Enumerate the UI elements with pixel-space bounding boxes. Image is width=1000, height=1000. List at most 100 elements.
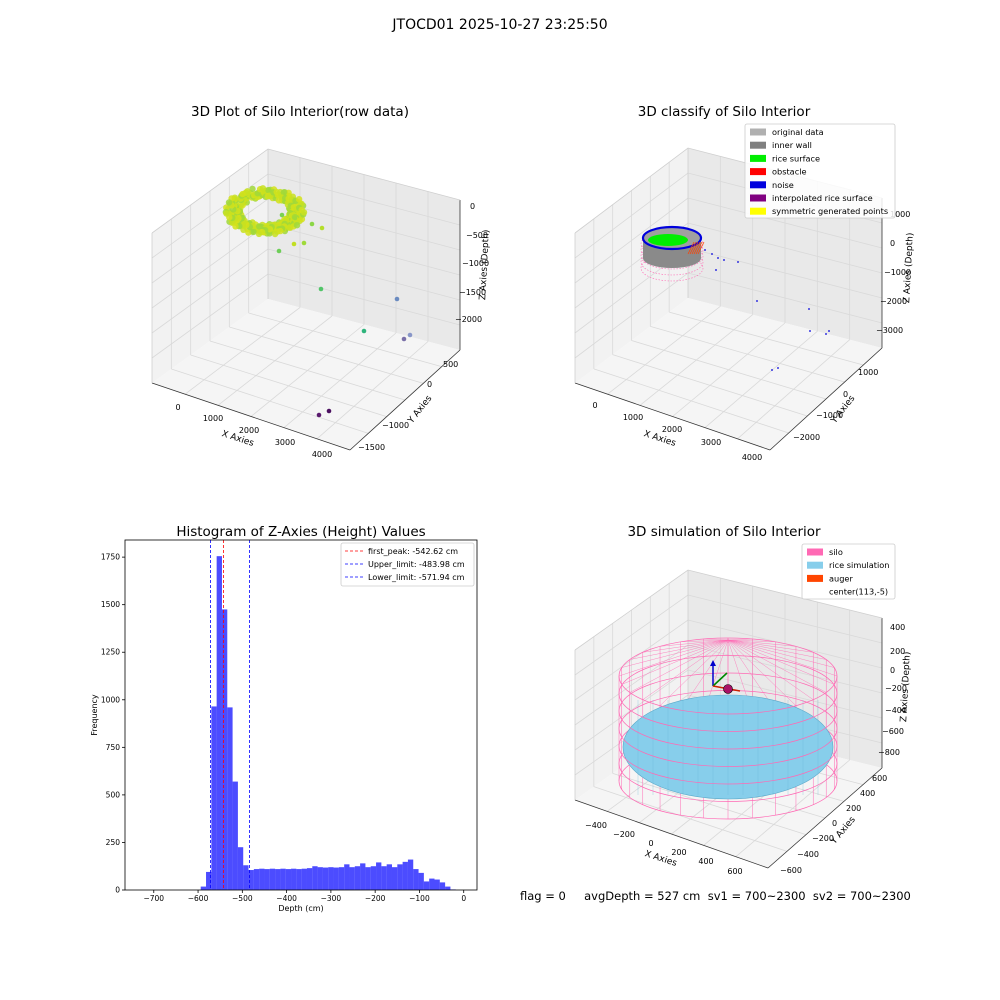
raw-ytick: −1000 [382,421,409,430]
raw-point [279,212,285,218]
x-tick-label: −100 [409,894,430,903]
obstacle-points [695,241,703,255]
silo-ring [618,675,838,715]
classify-grid-line [593,368,789,434]
sim-ztick: −400 [885,706,907,715]
silo-roof-wire [642,639,729,653]
simulation-title: 3D simulation of Silo Interior [627,524,821,540]
raw-ylabel: Y Axies [406,394,435,427]
raw-point [223,210,230,217]
sim-ztick: −200 [885,684,907,693]
silo-roof-wire [727,639,797,706]
histogram-bar [418,872,424,890]
raw-point [291,241,297,247]
histogram-bar [349,867,355,890]
legend-swatch [750,194,766,202]
interpolated-wire [640,254,704,282]
obstacle-points [697,241,705,255]
x-tick-label: −400 [276,894,297,903]
silo-roof-wire [659,639,729,706]
raw-point [271,230,279,238]
raw-point [276,248,282,254]
sim-ytick: 0 [832,819,837,828]
sim-ytick: −400 [797,850,819,859]
noise-point [704,249,706,251]
raw-point [277,227,284,235]
histogram-bar [434,879,440,890]
legend-label: rice simulation [829,560,889,570]
noise-point [717,257,719,259]
sim-ztick: 0 [890,666,895,675]
raw-point [245,229,252,236]
raw-point [319,225,325,231]
histogram-bar [227,707,233,890]
raw-zlabel: Z Axies (Depth) [478,229,492,300]
histogram-bar [397,864,403,890]
silo-roof-wire [727,639,796,647]
raw-ytick: 500 [443,360,458,369]
cls-ztick: −1000 [884,268,911,277]
silo-roof-wire [727,639,827,693]
simulation-x-axis [574,799,769,869]
classify-floor-pane [575,298,882,450]
y-tick-label: 1750 [101,553,120,562]
noise-point [723,259,725,261]
raw-point [361,328,367,334]
histogram-bar [269,868,276,890]
simulation-grid-line [593,786,788,852]
sim-xtick: −400 [585,821,607,830]
histogram-bar [370,866,377,890]
cls-xtick: 2000 [662,425,682,434]
cls-xtick: 4000 [742,453,762,462]
histogram-bar [407,859,414,890]
raw-point-cloud [222,185,413,418]
raw-floor-pane [152,299,460,450]
sim-ytick: 400 [860,789,875,798]
raw-ztick: −1000 [462,259,489,268]
legend-swatch [807,548,823,556]
silo-roof-wire [660,639,729,647]
sim-xtick: 200 [671,848,686,857]
raw-point [280,189,288,196]
noise-point [756,300,758,302]
legend-swatch [807,574,823,582]
noise-point [828,330,830,332]
raw-xtick: 2000 [239,426,259,435]
histogram-xlabel: Depth (cm) [278,904,323,913]
simulation-scene [618,637,838,820]
obstacle-points [689,241,697,255]
histogram-bar [301,868,307,890]
histogram-bar [243,865,249,890]
legend-label: original data [772,127,824,137]
histogram-bar [360,863,366,890]
sim-ytick: 200 [846,804,861,813]
histogram-ylabel: Frequency [90,694,99,736]
histogram-bar [328,867,334,890]
x-tick-label: −300 [321,894,342,903]
raw-ztick: 0 [470,202,475,211]
y-tick-label: 1500 [101,600,120,609]
legend-label: interpolated rice surface [772,193,873,203]
raw-xtick: 4000 [312,450,332,459]
raw-point [394,296,400,302]
raw-grid-line [171,368,369,434]
histogram-bar [354,866,361,890]
legend-label: center(113,-5) [829,587,888,597]
silo-ring [618,710,838,750]
y-tick-label: 500 [106,790,121,799]
histogram-bar [285,869,292,890]
simulation-legend: silo rice simulation auger center(113,-5) [801,543,896,600]
raw-point [285,189,292,196]
cls-ztick: 1000 [890,210,910,219]
legend-swatch [807,561,823,569]
raw-ztick: −500 [466,231,488,240]
raw-point [401,336,407,342]
noise-point [808,308,810,310]
cls-xtick: 1000 [623,413,643,422]
raw-point [318,286,324,292]
histogram-bar [402,861,408,890]
histogram-bar [413,869,419,890]
y-tick-label: 0 [115,886,120,895]
histogram-bar [429,878,435,890]
legend-label: first_peak: -542.62 cm [368,547,458,556]
